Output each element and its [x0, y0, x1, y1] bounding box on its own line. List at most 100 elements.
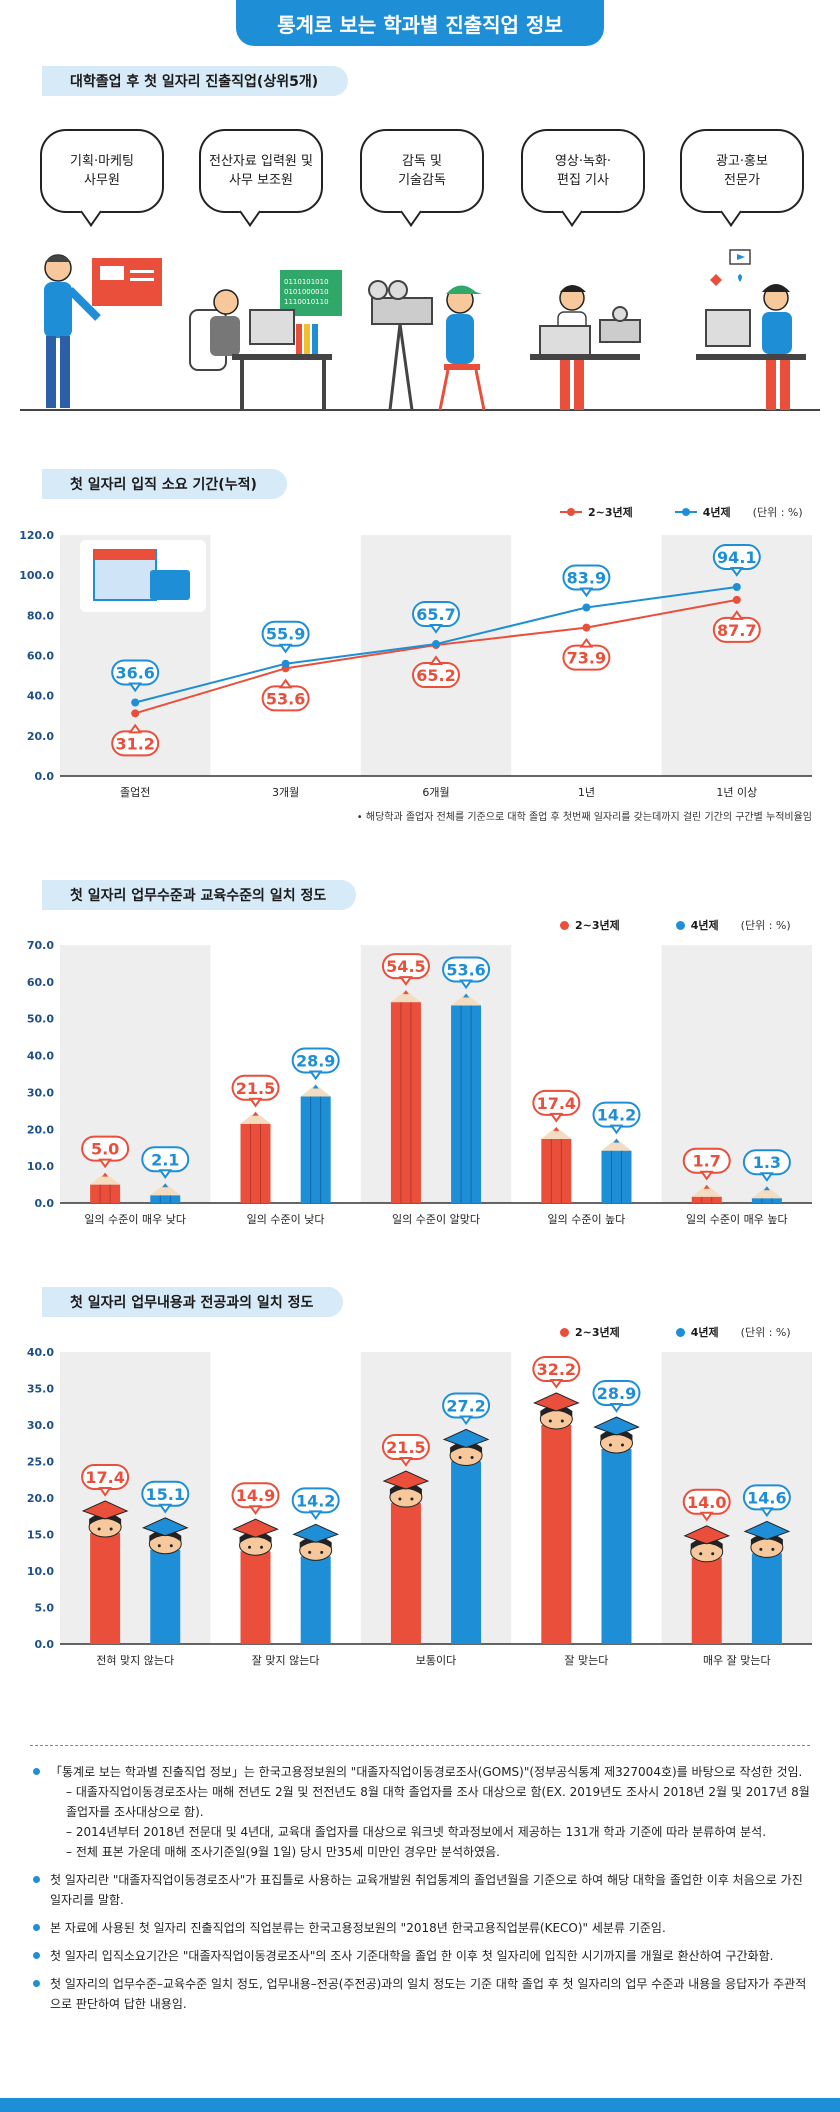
- editor-figure-icon: [530, 285, 641, 410]
- grad-bar-0-3: [532, 1392, 580, 1644]
- grad-eye-l-0-3: [548, 1419, 552, 1423]
- grad-bar-0-0: [81, 1500, 129, 1644]
- note-bullet-icon: [33, 1980, 40, 1987]
- label3-0-3-text: 32.2: [537, 1360, 576, 1379]
- label3-0-2: 21.5: [381, 1434, 430, 1467]
- pencil-lead-1-4: [763, 1186, 770, 1191]
- pencil-tip-0-2: [390, 990, 421, 1003]
- pencil-tip-1-1: [300, 1084, 331, 1097]
- director-figure-icon: [368, 280, 486, 411]
- grad-eye-l-1-3: [608, 1443, 612, 1447]
- chart1-ytick-2: 40.0: [27, 690, 54, 703]
- label-college-3: 73.9: [562, 637, 611, 671]
- label-university-3: 83.9: [562, 564, 611, 598]
- chart3-ytick-2: 10.0: [27, 1565, 54, 1578]
- grad-bar-1-4: [743, 1520, 791, 1644]
- legend2-label-blue: 4년제: [690, 919, 719, 932]
- chart1-ytick-0: 0.0: [35, 770, 55, 783]
- pencil-tip-1-0: [150, 1183, 181, 1196]
- note-bullet-icon: [33, 1768, 40, 1775]
- legend-blue-marker: [674, 508, 697, 516]
- legend3-blue-dot: [675, 1327, 685, 1337]
- label2-1-2-pointer: [459, 979, 474, 990]
- label-college-2-pointer: [429, 655, 443, 666]
- point-0-0: [131, 709, 140, 718]
- pencil-lead-0-1: [252, 1111, 259, 1116]
- label2-0-3: 17.4: [532, 1089, 581, 1123]
- grad-bar-1-1: [292, 1523, 340, 1644]
- bar-body-0-2: [390, 1002, 421, 1203]
- label-college-1-pointer: [278, 678, 293, 689]
- label2-0-2-pointer: [398, 976, 413, 986]
- chart3-xtick-3: 잘 맞는다: [564, 1654, 608, 1667]
- label3-1-0-pointer: [158, 1503, 173, 1514]
- grad-cap-1-0: [141, 1517, 189, 1537]
- chart2-bar-chart: 0.0 10.0 20.0 30.0 40.0 50.0 60.0 70.0 일의 수준이 매우…: [27, 939, 812, 1226]
- legend3-unit: (단위 : %): [740, 1326, 791, 1339]
- pencil-lead-0-4: [703, 1184, 710, 1189]
- point-1-0: [131, 698, 140, 707]
- chart3-title: 첫 일자리 업무내용과 전공과의 일치 정도: [42, 1287, 344, 1317]
- label3-1-1: 14.2: [291, 1487, 340, 1521]
- grad-eye-r-1-0: [169, 1544, 173, 1548]
- legend3-label-red: 2~3년제: [575, 1326, 620, 1339]
- grad-cap-0-1: [232, 1518, 279, 1538]
- label3-0-1-pointer: [248, 1505, 263, 1515]
- bar-body-0-1: [240, 1123, 271, 1203]
- label-university-0: 36.6: [111, 659, 160, 693]
- legend2-label-red: 2~3년제: [575, 919, 620, 932]
- grad-eye-r-1-1: [320, 1550, 324, 1554]
- label-college-4-pointer: [729, 610, 744, 620]
- label2-1-0: 2.1: [141, 1146, 190, 1179]
- label3-0-2-pointer: [398, 1457, 413, 1467]
- point-1-1: [281, 659, 290, 668]
- label2-1-2-text: 53.6: [446, 960, 485, 979]
- note-subitem: – 전체 표본 가운데 매해 조사기준일(9월 1일) 당시 만35세 미만인 …: [66, 1845, 500, 1859]
- bar3-body-1-2: [451, 1461, 482, 1644]
- calendar-briefcase-icon: [80, 540, 206, 612]
- job-bubble-5: 광고·홍보 전문가: [680, 129, 804, 213]
- chart3-xtick-2: 보통이다: [416, 1654, 456, 1667]
- job-bubble-3: 감독 및 기술감독: [360, 129, 484, 213]
- legend-unit: (단위 : %): [752, 506, 803, 519]
- label3-1-0: 15.1: [141, 1480, 190, 1514]
- chart3-ytick-6: 30.0: [27, 1419, 54, 1432]
- label2-1-3-pointer: [609, 1124, 624, 1135]
- note-subitem: – 2014년부터 2018년 전문대 및 4년대, 교육대 졸업자를 대상으로…: [66, 1825, 767, 1839]
- note-item: 첫 일자리 입직소요기간은 "대졸자직업이동경로조사"의 조사 기준대학을 졸업…: [30, 1946, 810, 1966]
- label3-1-3-pointer: [609, 1403, 624, 1413]
- label2-1-4-pointer: [759, 1172, 774, 1182]
- chart3-ytick-1: 5.0: [35, 1602, 55, 1615]
- binary-line-2: 0101000010: [284, 288, 329, 296]
- label3-1-0-text: 15.1: [146, 1485, 185, 1504]
- label2-1-4-text: 1.3: [753, 1153, 781, 1172]
- chart3-xtick-0: 전혀 맞지 않는다: [96, 1654, 174, 1667]
- label2-1-1-text: 28.9: [296, 1051, 335, 1070]
- job-bubble-4: 영상·녹화· 편집 기사: [521, 129, 645, 213]
- chart1-xtick-2: 6개월: [422, 786, 449, 799]
- chart2-xtick-0: 일의 수준이 매우 낮다: [84, 1212, 186, 1226]
- chart1-footnote: • 해당학과 졸업자 전체를 기준으로 대학 졸업 후 첫번째 일자리를 갖는데…: [357, 810, 812, 823]
- bar3-body-0-3: [541, 1424, 572, 1644]
- label-college-0-pointer: [128, 723, 143, 734]
- label-college-1-text: 53.6: [266, 689, 305, 708]
- legend3-label-blue: 4년제: [690, 1326, 719, 1339]
- bar3-body-0-1: [240, 1551, 271, 1644]
- note-bullet-icon: [33, 1924, 40, 1931]
- chart1-ytick-5: 100.0: [19, 569, 54, 582]
- point-1-3: [582, 603, 591, 612]
- job-bubble-1: 기획·마케팅 사무원: [40, 129, 164, 213]
- note-subitem: – 대졸자직업이동경로조사는 매해 전년도 2월 및 전전년도 8월 대학 졸업…: [66, 1785, 810, 1819]
- bar3-body-1-0: [150, 1549, 181, 1644]
- note-bullet-icon: [33, 1952, 40, 1959]
- point-0-3: [582, 623, 591, 632]
- point-0-4: [732, 595, 741, 604]
- chart2-ytick-7: 70.0: [27, 939, 54, 952]
- grad-bar-0-4: [683, 1525, 731, 1644]
- label3-1-3-text: 28.9: [597, 1384, 636, 1403]
- chart2-ytick-2: 20.0: [27, 1123, 54, 1136]
- grad-bar-0-2: [382, 1470, 430, 1644]
- label-university-4-text: 94.1: [717, 548, 756, 567]
- presenter-figure-icon: [44, 254, 162, 408]
